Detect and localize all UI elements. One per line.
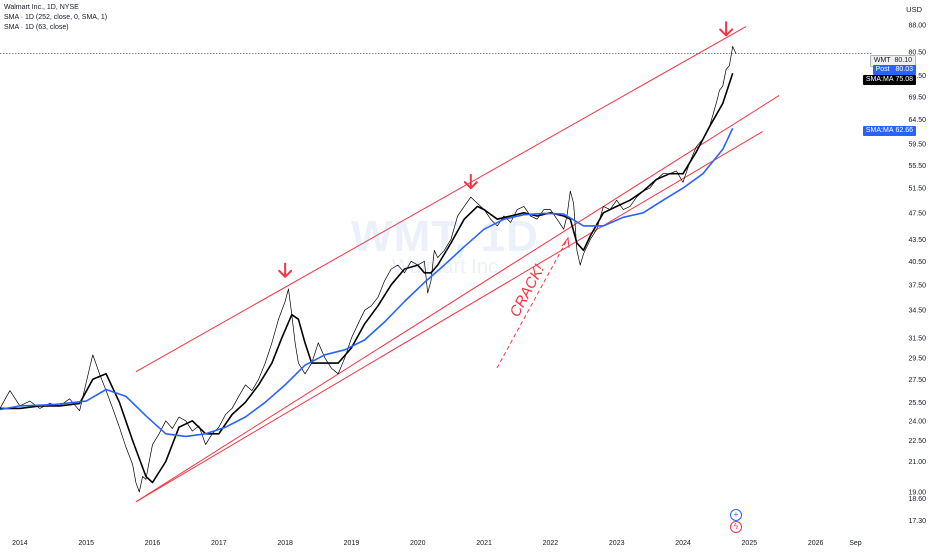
sma-252-tag: SMA:MA 75.08 (862, 75, 916, 85)
series-sma_fast (0, 72, 734, 484)
y-tick-label: 64.50 (908, 117, 926, 124)
x-tick-label: 2026 (808, 540, 824, 547)
currency-label[interactable]: USD (906, 5, 922, 14)
down-arrow-head (278, 269, 293, 278)
y-tick-label: 19.00 (908, 490, 926, 497)
y-tick-label: 21.00 (908, 459, 926, 466)
sma-63-tag-value: 62.66 (895, 127, 913, 134)
y-tick-label: 59.50 (908, 142, 926, 149)
sma-252-tag-label: SMA:MA (865, 76, 894, 83)
x-tick-label: 2015 (78, 540, 94, 547)
arrow-markers (278, 21, 734, 278)
y-tick-label: 25.50 (908, 400, 926, 407)
y-tick-label: 27.50 (908, 377, 926, 384)
sma-63-tag: SMA:MA 62.66 (862, 126, 916, 136)
x-tick-label: 2024 (675, 540, 691, 547)
down-arrow-head (463, 181, 478, 190)
x-tick-label: Sep (849, 540, 862, 547)
y-tick-label: 69.50 (908, 94, 926, 101)
trend-channel (135, 26, 780, 503)
channel-line-upper (135, 26, 747, 373)
x-tick-label: 2014 (12, 540, 28, 547)
series-price (0, 46, 737, 493)
watermark-ticker: WMT, 1D (351, 212, 539, 261)
crack-arrow-head (561, 236, 570, 249)
legend-sma-252[interactable]: SMA · 1D (252, close, 0, SMA, 1) (4, 14, 108, 21)
x-tick-label: 2020 (410, 540, 426, 547)
x-tick-label: 2016 (145, 540, 161, 547)
y-tick-label: 24.00 (908, 418, 926, 425)
plus-circle-icon[interactable]: + (730, 509, 742, 521)
y-tick-label: 18.60 (908, 496, 926, 503)
y-tick-label: 80.50 (908, 49, 926, 56)
down-arrow-head (719, 28, 734, 37)
y-tick-label: 43.50 (908, 237, 926, 244)
channel-line-middle (135, 95, 780, 503)
sma-252-tag-value: 75.08 (895, 76, 913, 83)
sma-63-tag-label: SMA:MA (865, 127, 894, 134)
series-sma_slow (0, 127, 734, 438)
legend: Walmart Inc., 1D, NYSE SMA · 1D (252, cl… (4, 3, 107, 33)
post-market-tag: Post 80.03 (872, 65, 916, 75)
y-tick-label: 55.50 (908, 163, 926, 170)
x-tick-label: 2018 (277, 540, 293, 547)
legend-sma-63[interactable]: SMA · 1D (63, close) (4, 24, 69, 31)
lightning-icon[interactable]: ϟ (730, 521, 742, 533)
wmt-tag-value: 80.10 (894, 57, 912, 64)
y-tick-label: 51.50 (908, 186, 926, 193)
y-tick-label: 29.50 (908, 355, 926, 362)
x-tick-label: 2022 (543, 540, 559, 547)
x-tick-label: 2025 (742, 540, 758, 547)
post-tag-value: 80.03 (895, 66, 913, 73)
post-tag-label: Post (875, 66, 890, 73)
y-tick-label: 22.50 (908, 438, 926, 445)
y-tick-label: 47.50 (908, 210, 926, 217)
x-tick-label: 2023 (609, 540, 625, 547)
y-tick-label: 17.30 (908, 518, 926, 525)
channel-line-lower (135, 131, 763, 503)
legend-symbol[interactable]: Walmart Inc., 1D, NYSE (4, 4, 79, 11)
y-tick-label: 34.50 (908, 308, 926, 315)
x-tick-label: 2017 (211, 540, 227, 547)
y-tick-label: 74.50 (908, 73, 926, 80)
watermark-name: Walmart Inc (392, 256, 498, 278)
y-tick-label: 37.50 (908, 282, 926, 289)
x-tick-label: 2019 (344, 540, 360, 547)
y-tick-label: 31.50 (908, 335, 926, 342)
y-tick-label: 40.50 (908, 259, 926, 266)
crack-dashed-line (496, 239, 568, 369)
wmt-tag-label: WMT (873, 57, 891, 64)
series-group (0, 46, 737, 493)
x-tick-label: 2021 (476, 540, 492, 547)
y-tick-label: 88.00 (908, 22, 926, 29)
watermark: WMT, 1D Walmart Inc (330, 212, 560, 279)
